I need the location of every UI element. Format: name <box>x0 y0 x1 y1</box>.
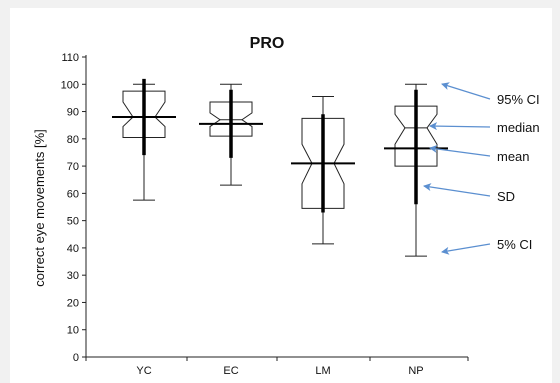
box-ec <box>199 83 263 186</box>
axes: 0 10 20 30 40 50 60 70 80 90 100 110 YC EC LM NP <box>61 52 469 377</box>
annotation-label: 95% CI <box>497 92 540 107</box>
y-tick-label: 90 <box>67 107 79 119</box>
annotation-label: 5% CI <box>497 237 532 252</box>
annotation-label: SD <box>497 189 515 204</box>
y-tick-label: 110 <box>61 52 79 64</box>
annotation-arrow <box>429 144 491 157</box>
chart-panel <box>10 8 552 383</box>
box-yc <box>112 78 176 201</box>
annotation-label: median <box>497 120 540 135</box>
y-tick-label: 80 <box>67 134 79 146</box>
y-tick-label: 20 <box>67 297 79 309</box>
chart-title: PRO <box>250 35 285 52</box>
annotation-arrow <box>423 183 491 197</box>
y-tick-label: 60 <box>67 188 79 200</box>
annotation-arrow <box>441 82 491 100</box>
annotation-label: mean <box>497 149 530 164</box>
x-tick-label: YC <box>136 365 151 377</box>
annotation-arrow <box>441 243 491 255</box>
box-np <box>384 83 448 257</box>
y-tick-label: 40 <box>67 243 79 255</box>
y-tick-label: 100 <box>61 79 79 91</box>
y-tick-label: 10 <box>67 325 79 337</box>
annotation-arrow <box>429 122 491 131</box>
annotations: 95% CI median mean SD 5% CI <box>423 82 540 255</box>
y-tick-label: 30 <box>67 270 79 282</box>
box-lm <box>291 96 355 245</box>
x-tick-label: EC <box>223 365 238 377</box>
y-axis-label: correct eye movements [%] <box>32 129 47 287</box>
y-tick-label: 50 <box>67 216 79 228</box>
y-tick-label: 0 <box>73 352 79 364</box>
x-tick-label: NP <box>408 365 423 377</box>
x-tick-label: LM <box>315 365 330 377</box>
y-tick-label: 70 <box>67 161 79 173</box>
box-group <box>112 78 448 257</box>
